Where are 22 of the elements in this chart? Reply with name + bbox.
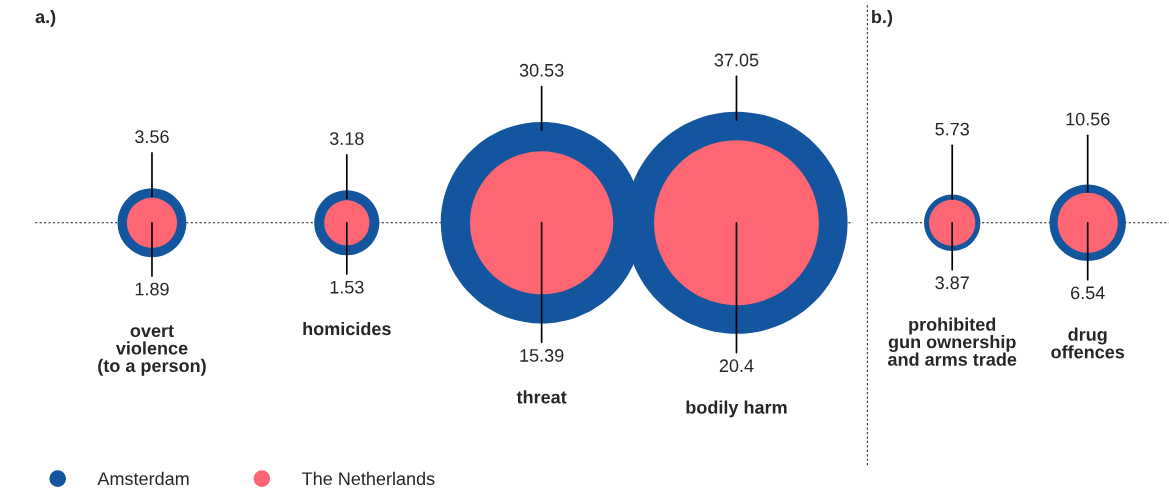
data-label: 1.89 bbox=[135, 282, 169, 296]
category-label: threat bbox=[516, 390, 567, 404]
legend-label: The Netherlands bbox=[302, 471, 435, 486]
category-label: drug offences bbox=[1051, 327, 1125, 359]
category-label: overt violence (to a person) bbox=[98, 325, 206, 376]
legend-label: Amsterdam bbox=[97, 471, 189, 486]
data-label: 3.56 bbox=[135, 130, 169, 144]
data-label: 30.53 bbox=[519, 63, 564, 77]
text: b.) bbox=[872, 9, 893, 27]
data-label: 10.56 bbox=[1066, 112, 1110, 126]
data-label: 37.05 bbox=[714, 53, 759, 67]
data-label: 1.53 bbox=[330, 280, 364, 294]
data-label: 3.87 bbox=[935, 276, 969, 290]
data-label: 15.39 bbox=[520, 349, 564, 362]
data-label: 3.18 bbox=[329, 132, 364, 145]
data-label: 6.54 bbox=[1071, 286, 1105, 300]
category-label: bodily harm bbox=[686, 400, 787, 418]
text: a.) bbox=[35, 9, 56, 27]
data-label: 5.73 bbox=[935, 122, 969, 136]
category-label: prohibited gun ownership and arms trade bbox=[888, 317, 1017, 366]
category-label: homicides bbox=[303, 321, 391, 336]
data-label: 20.4 bbox=[719, 359, 754, 373]
